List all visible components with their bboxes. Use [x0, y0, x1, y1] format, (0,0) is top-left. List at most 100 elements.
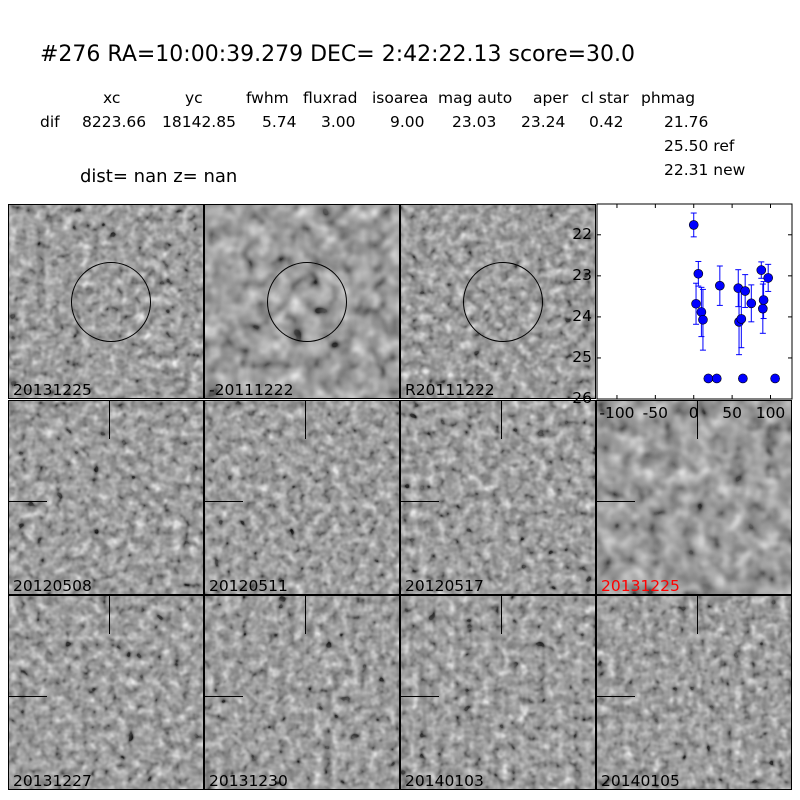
panel-date-label: 20131225 [601, 577, 680, 595]
data-point [698, 314, 708, 325]
crosshair-vertical [305, 401, 306, 439]
data-point [736, 314, 747, 324]
data-point [738, 373, 748, 384]
column-header: fwhm [246, 89, 289, 107]
value-fwhm: 5.74 [262, 113, 297, 131]
y-tick-label: 26 [572, 389, 592, 407]
panel-date-label: 20131230 [209, 772, 288, 790]
y-tick-label: 23 [572, 265, 592, 284]
data-point [763, 273, 774, 283]
cutout-panel: 20131230 [204, 595, 400, 790]
y-tick-label: 24 [572, 306, 592, 325]
value-xc: 8223.66 [82, 113, 147, 131]
value-aper: 23.24 [521, 113, 566, 131]
ref-mag: 25.50 ref [664, 137, 735, 155]
cutout-panel: R20111222 [400, 204, 596, 399]
cutout-panel: 20140105 [596, 595, 792, 790]
cutout-image [597, 401, 791, 594]
crosshair-vertical [697, 596, 698, 634]
panel-date-label: 20120508 [13, 577, 92, 595]
lightcurve-plot [596, 203, 793, 400]
data-point [758, 295, 769, 305]
column-header: cl star [581, 89, 629, 107]
data-point [756, 265, 767, 275]
column-header: mag auto [438, 89, 513, 107]
aperture-circle [267, 262, 347, 342]
crosshair-vertical [697, 401, 698, 439]
x-tick-label: 50 [722, 404, 742, 422]
cutout-panel: 20120511 [204, 400, 400, 595]
data-point [693, 268, 704, 279]
cutout-image [401, 596, 595, 789]
cutout-image [9, 596, 203, 789]
crosshair-vertical [305, 596, 306, 634]
panel-date-label: 20120517 [405, 577, 484, 595]
new-mag: 22.31 new [664, 161, 746, 179]
crosshair-vertical [501, 596, 502, 634]
panel-date-label: 20140105 [601, 772, 680, 790]
figure-title: #276 RA=10:00:39.279 DEC= 2:42:22.13 sco… [40, 42, 636, 67]
column-header: yc [185, 89, 203, 107]
column-header: fluxrad [303, 89, 358, 107]
data-point [770, 373, 780, 384]
x-tick-label: 100 [755, 404, 786, 422]
cutout-image [205, 401, 399, 594]
cutout-panel: -20111222 [204, 204, 400, 399]
column-header: aper [533, 89, 569, 107]
cutout-panel: 20140103 [400, 595, 596, 790]
x-tick-label: 0 [688, 404, 699, 422]
panel-date-label: -20111222 [209, 381, 294, 399]
aperture-circle [463, 262, 543, 342]
data-point [746, 298, 757, 309]
dist-z-line: dist= nan z= nan [80, 166, 238, 187]
aperture-circle [71, 262, 151, 342]
crosshair-horizontal [597, 501, 635, 502]
crosshair-horizontal [9, 501, 47, 502]
column-header: xc [103, 89, 121, 107]
cutout-image [205, 596, 399, 789]
data-point [696, 307, 707, 317]
value-cl-star: 0.42 [589, 113, 624, 131]
crosshair-horizontal [401, 501, 439, 502]
x-tick-label: -100 [599, 404, 635, 422]
column-header: isoarea [372, 89, 429, 107]
data-point [758, 303, 768, 314]
row-label: dif [40, 113, 60, 131]
data-point [740, 286, 750, 296]
crosshair-horizontal [205, 501, 243, 502]
cutout-panel: 20120508 [8, 400, 204, 595]
crosshair-horizontal [205, 696, 243, 697]
crosshair-vertical [109, 401, 110, 439]
panel-date-label: R20111222 [405, 381, 495, 399]
y-tick-label: 25 [572, 347, 592, 366]
data-point [715, 280, 725, 291]
panel-date-label: 20140103 [405, 772, 484, 790]
cutout-panel: 20131225 [596, 400, 792, 595]
value-isoarea: 9.00 [390, 113, 425, 131]
value-fluxrad: 3.00 [321, 113, 356, 131]
y-tick-label: 22 [572, 224, 592, 243]
column-header: phmag [641, 89, 696, 107]
data-point [711, 373, 722, 384]
data-point [691, 298, 701, 309]
cutout-image [9, 401, 203, 594]
data-point [703, 373, 714, 384]
crosshair-horizontal [9, 696, 47, 697]
panel-date-label: 20131225 [13, 381, 92, 399]
value-phmag: 21.76 [664, 113, 709, 131]
crosshair-vertical [501, 401, 502, 439]
crosshair-vertical [109, 596, 110, 634]
cutout-panel: 20131225 [8, 204, 204, 399]
cutout-panel: 20120517 [400, 400, 596, 595]
cutout-panel: 20131227 [8, 595, 204, 790]
crosshair-horizontal [597, 696, 635, 697]
value-mag-auto: 23.03 [452, 113, 497, 131]
panel-date-label: 20131227 [13, 772, 92, 790]
crosshair-horizontal [401, 696, 439, 697]
cutout-image [401, 401, 595, 594]
value-yc: 18142.85 [162, 113, 236, 131]
cutout-image [597, 596, 791, 789]
x-tick-label: -50 [642, 404, 669, 422]
panel-date-label: 20120511 [209, 577, 288, 595]
data-point [688, 220, 699, 230]
